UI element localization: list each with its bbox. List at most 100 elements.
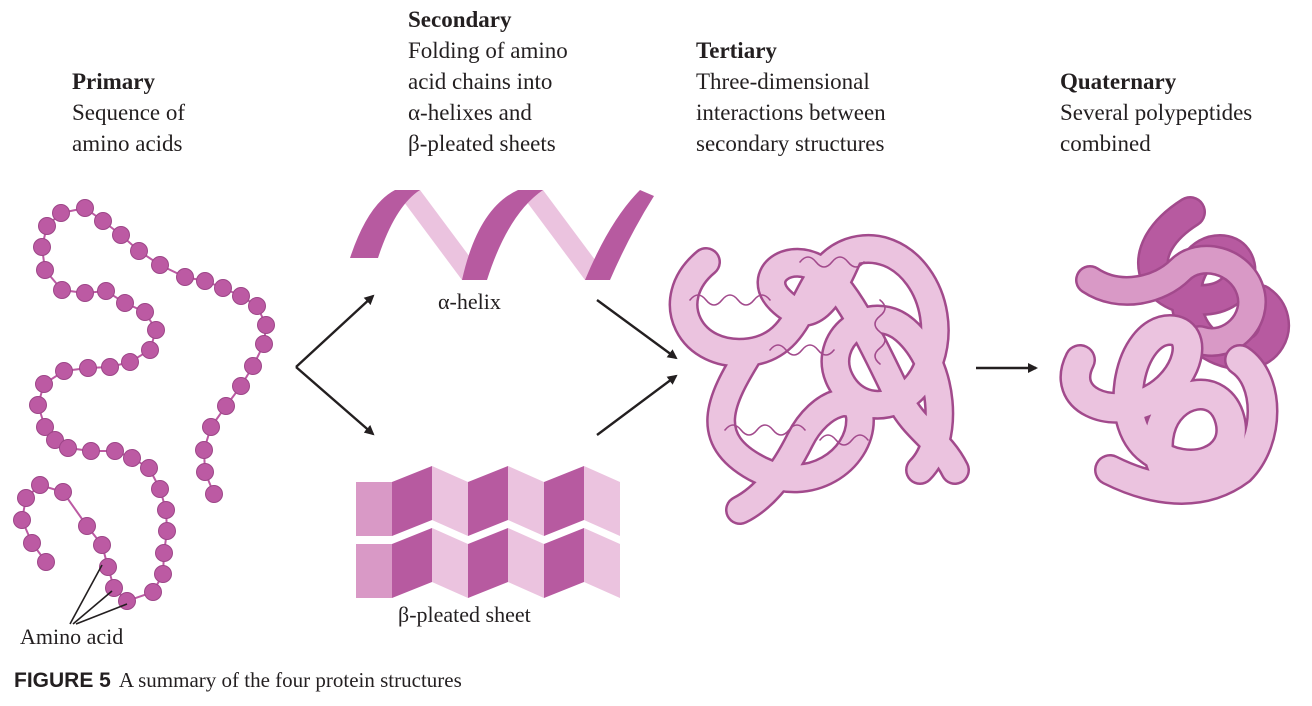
beta-pleated-sheet: [356, 466, 620, 598]
amino-acid-bead: [93, 536, 111, 554]
amino-acid-bead: [31, 476, 49, 494]
amino-acid-bead: [36, 261, 54, 279]
tertiary-inner-coil: [689, 256, 886, 446]
amino-acid-pointer-lines: [69, 564, 128, 625]
amino-acid-bead: [196, 463, 214, 481]
amino-acid-bead: [97, 282, 115, 300]
amino-acid-bead: [99, 558, 117, 576]
amino-acid-bead: [112, 226, 130, 244]
amino-acid-bead: [136, 303, 154, 321]
amino-acid-chain: [13, 199, 275, 610]
amino-acid-bead: [248, 297, 266, 315]
sheet-row-bottom: [356, 528, 620, 598]
helix-front-band: [462, 190, 543, 280]
amino-acid-label: Amino acid: [20, 624, 124, 649]
secondary-description: Folding of amino acid chains into α-heli…: [408, 38, 568, 156]
alpha-helix-label: α-helix: [438, 289, 501, 314]
amino-acid-bead: [59, 439, 77, 457]
amino-acid-bead: [205, 485, 223, 503]
tertiary-title: Tertiary: [696, 38, 777, 63]
arrow-sheet-to-tertiary: [596, 374, 678, 436]
tertiary-folded-protein: [668, 234, 970, 525]
amino-acid-bead: [144, 583, 162, 601]
primary-title: Primary: [72, 69, 156, 94]
amino-acid-bead: [195, 441, 213, 459]
amino-acid-bead: [147, 321, 165, 339]
figure-caption: FIGURE 5 A summary of the four protein st…: [14, 666, 462, 695]
figure-number: FIGURE 5: [14, 669, 111, 692]
arrow-helix-to-tertiary: [596, 299, 678, 360]
arrow-primary-to-helix: [295, 294, 375, 368]
quaternary-description: Several polypeptides combined: [1060, 100, 1253, 156]
helix-front-band: [585, 190, 654, 280]
helix-back-band: [518, 190, 610, 280]
amino-acid-bead: [157, 501, 175, 519]
amino-acid-bead: [76, 199, 94, 217]
amino-acid-bead: [232, 287, 250, 305]
amino-acid-bead: [214, 279, 232, 297]
quaternary-protein-complex: [1059, 196, 1291, 505]
amino-acid-bead: [196, 272, 214, 290]
secondary-title: Secondary: [408, 7, 512, 32]
amino-acid-bead: [33, 238, 51, 256]
tertiary-stage-text: Tertiary Three-dimensional interactions …: [696, 35, 886, 159]
amino-acid-bead: [116, 294, 134, 312]
amino-acid-bead: [53, 281, 71, 299]
figure-caption-text: A summary of the four protein structures: [118, 668, 462, 692]
primary-stage-text: Primary Sequence of amino acids: [72, 66, 185, 159]
sheet-row-top: [356, 466, 620, 536]
amino-acid-bead: [35, 375, 53, 393]
amino-acid-bead: [158, 522, 176, 540]
amino-acid-bead: [17, 489, 35, 507]
tertiary-description: Three-dimensional interactions between s…: [696, 69, 886, 156]
amino-acid-bead: [121, 353, 139, 371]
amino-acid-bead: [123, 449, 141, 467]
amino-acid-bead: [202, 418, 220, 436]
amino-acid-bead: [37, 553, 55, 571]
arrow-primary-to-sheet: [295, 366, 375, 436]
amino-acid-bead: [78, 517, 96, 535]
amino-acid-bead: [36, 418, 54, 436]
polypeptide-light: [1062, 316, 1276, 503]
amino-acid-bead: [154, 565, 172, 583]
amino-acid-bead: [106, 442, 124, 460]
tertiary-ribbon-fill: [671, 236, 968, 523]
amino-acid-bead: [155, 544, 173, 562]
amino-acid-bead: [54, 483, 72, 501]
amino-acid-beads: [13, 199, 275, 610]
amino-acid-bead: [101, 358, 119, 376]
amino-acid-bead: [141, 341, 159, 359]
amino-acid-bead: [82, 442, 100, 460]
alpha-helix-ribbon: [350, 190, 654, 280]
amino-acid-bead: [151, 480, 169, 498]
amino-acid-bead: [255, 335, 273, 353]
amino-acid-bead: [94, 212, 112, 230]
amino-acid-bead: [55, 362, 73, 380]
beta-sheet-label: β-pleated sheet: [398, 602, 531, 627]
amino-acid-bead: [76, 284, 94, 302]
helix-back-band: [395, 190, 487, 280]
helix-front-band: [350, 190, 420, 258]
amino-acid-bead: [140, 459, 158, 477]
polypeptide-medium: [1077, 247, 1265, 355]
quaternary-title: Quaternary: [1060, 69, 1177, 94]
amino-acid-bead: [244, 357, 262, 375]
amino-acid-bead: [13, 511, 31, 529]
amino-acid-bead: [176, 268, 194, 286]
amino-acid-bead: [217, 397, 235, 415]
amino-acid-bead: [151, 256, 169, 274]
quaternary-stage-text: Quaternary Several polypeptides combined: [1060, 66, 1252, 159]
secondary-stage-text: Secondary Folding of amino acid chains i…: [408, 4, 568, 159]
amino-acid-bead: [232, 377, 250, 395]
amino-acid-bead: [23, 534, 41, 552]
amino-acid-bead: [46, 431, 64, 449]
amino-acid-bead: [79, 359, 97, 377]
primary-description: Sequence of amino acids: [72, 100, 186, 156]
amino-acid-bead: [29, 396, 47, 414]
amino-acid-bead: [38, 217, 56, 235]
amino-acid-bead: [257, 316, 275, 334]
transition-arrows: [295, 294, 1038, 436]
amino-acid-bead: [52, 204, 70, 222]
amino-acid-bead: [130, 242, 148, 260]
